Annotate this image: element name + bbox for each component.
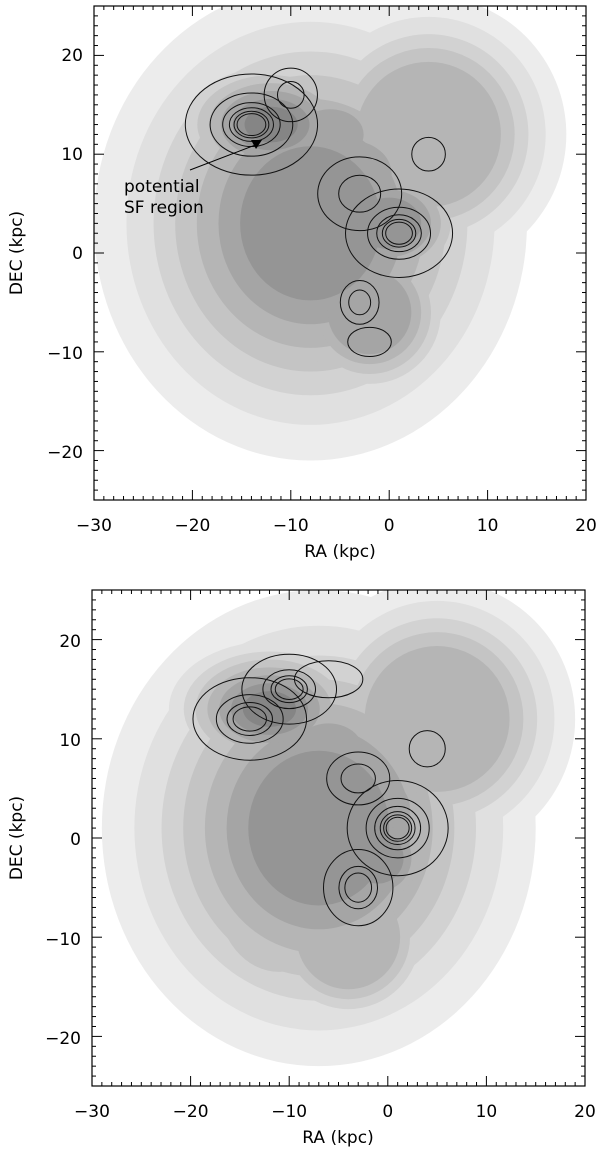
y-tick-label: 20 [59,632,81,652]
contour-line [276,81,305,109]
contour-line [376,214,422,253]
contour-line [347,326,392,358]
y-tick-label: −10 [47,344,83,364]
contour-line [408,730,446,768]
axis-ticks [91,589,586,1087]
contour-line [317,156,403,232]
y-tick-label: 10 [59,731,81,751]
contour-line [236,113,267,137]
x-tick-labels: −30 −20 −10 0 10 20 [74,1102,596,1122]
annotation-line-1: potential [124,177,200,197]
contour-line [411,136,446,172]
contour-line [263,67,318,123]
x-tick-label: 20 [574,1102,596,1122]
contour-line [241,653,338,725]
contour-line [367,206,432,260]
gray-level-region [248,750,390,906]
contour-line [232,706,267,732]
annotation-line-2: SF region [124,198,204,218]
annotation-arrow [189,143,259,171]
x-axis-label: RA (kpc) [302,1128,373,1148]
contour-overlay [184,67,454,358]
gray-level-region [357,197,422,250]
contour-line [383,814,413,842]
contour-line [209,92,294,157]
y-tick-label: −20 [45,1029,81,1049]
x-tick-label: −30 [74,1102,110,1122]
gray-level-region [352,832,404,884]
x-tick-label: −30 [76,516,112,536]
gray-intensity-map [101,590,576,1067]
x-tick-label: −10 [273,516,309,536]
x-tick-label: 0 [382,1102,393,1122]
gray-level-region [240,146,381,301]
y-tick-label: 0 [70,830,81,850]
contour-line [385,221,413,245]
y-tick-labels: −20 −10 0 10 20 [45,632,81,1049]
x-tick-label: 0 [384,516,395,536]
x-tick-label: 10 [476,1102,498,1122]
contour-line [338,174,382,213]
axis-ticks [93,5,587,501]
x-tick-label: −20 [174,516,210,536]
contour-line [192,677,308,761]
contour-line [374,805,422,851]
gray-intensity-map [94,6,567,461]
contour-line [226,701,273,736]
top-panel: −30 −20 −10 0 10 20 −20 −10 0 10 20 RA (… [7,5,597,562]
contour-line [293,660,364,699]
gray-level-region [244,106,298,143]
arrow-head [251,140,262,149]
contour-line [381,218,417,248]
contour-line [215,694,284,744]
gray-level-region [327,270,412,355]
contour-line [274,678,304,700]
contour-line [323,849,394,927]
contour-line [340,763,376,794]
x-tick-label: −10 [271,1102,307,1122]
y-tick-label: 10 [61,145,83,165]
y-axis-label: DEC (kpc) [7,796,27,880]
contour-line [270,675,308,704]
y-tick-labels: −20 −10 0 10 20 [47,46,83,463]
contour-line [365,797,430,859]
contour-line [379,811,416,845]
bottom-panel: −30 −20 −10 0 10 20 −20 −10 0 10 20 RA (… [7,589,596,1148]
y-tick-label: −10 [45,930,81,950]
x-tick-label: 10 [477,516,499,536]
y-axis-label: DEC (kpc) [7,211,27,295]
contour-line [184,73,319,176]
y-tick-label: −20 [47,443,83,463]
contour-line [344,872,373,903]
contour-line [385,816,410,840]
contour-overlay [192,653,449,927]
contour-line [348,289,372,316]
contour-line [326,751,391,806]
contour-line [346,779,449,877]
contour-line [233,110,270,139]
x-tick-label: −20 [173,1102,209,1122]
contour-line [338,865,379,910]
contour-line [262,669,316,710]
y-tick-label: 20 [61,46,83,66]
contour-line [339,280,380,325]
x-tick-labels: −30 −20 −10 0 10 20 [76,516,597,536]
contour-line [345,188,454,279]
contour-line [228,107,274,142]
gray-level-region [364,646,510,792]
x-tick-label: 20 [575,516,597,536]
y-tick-label: 0 [72,244,83,264]
x-axis-label: RA (kpc) [304,542,375,562]
